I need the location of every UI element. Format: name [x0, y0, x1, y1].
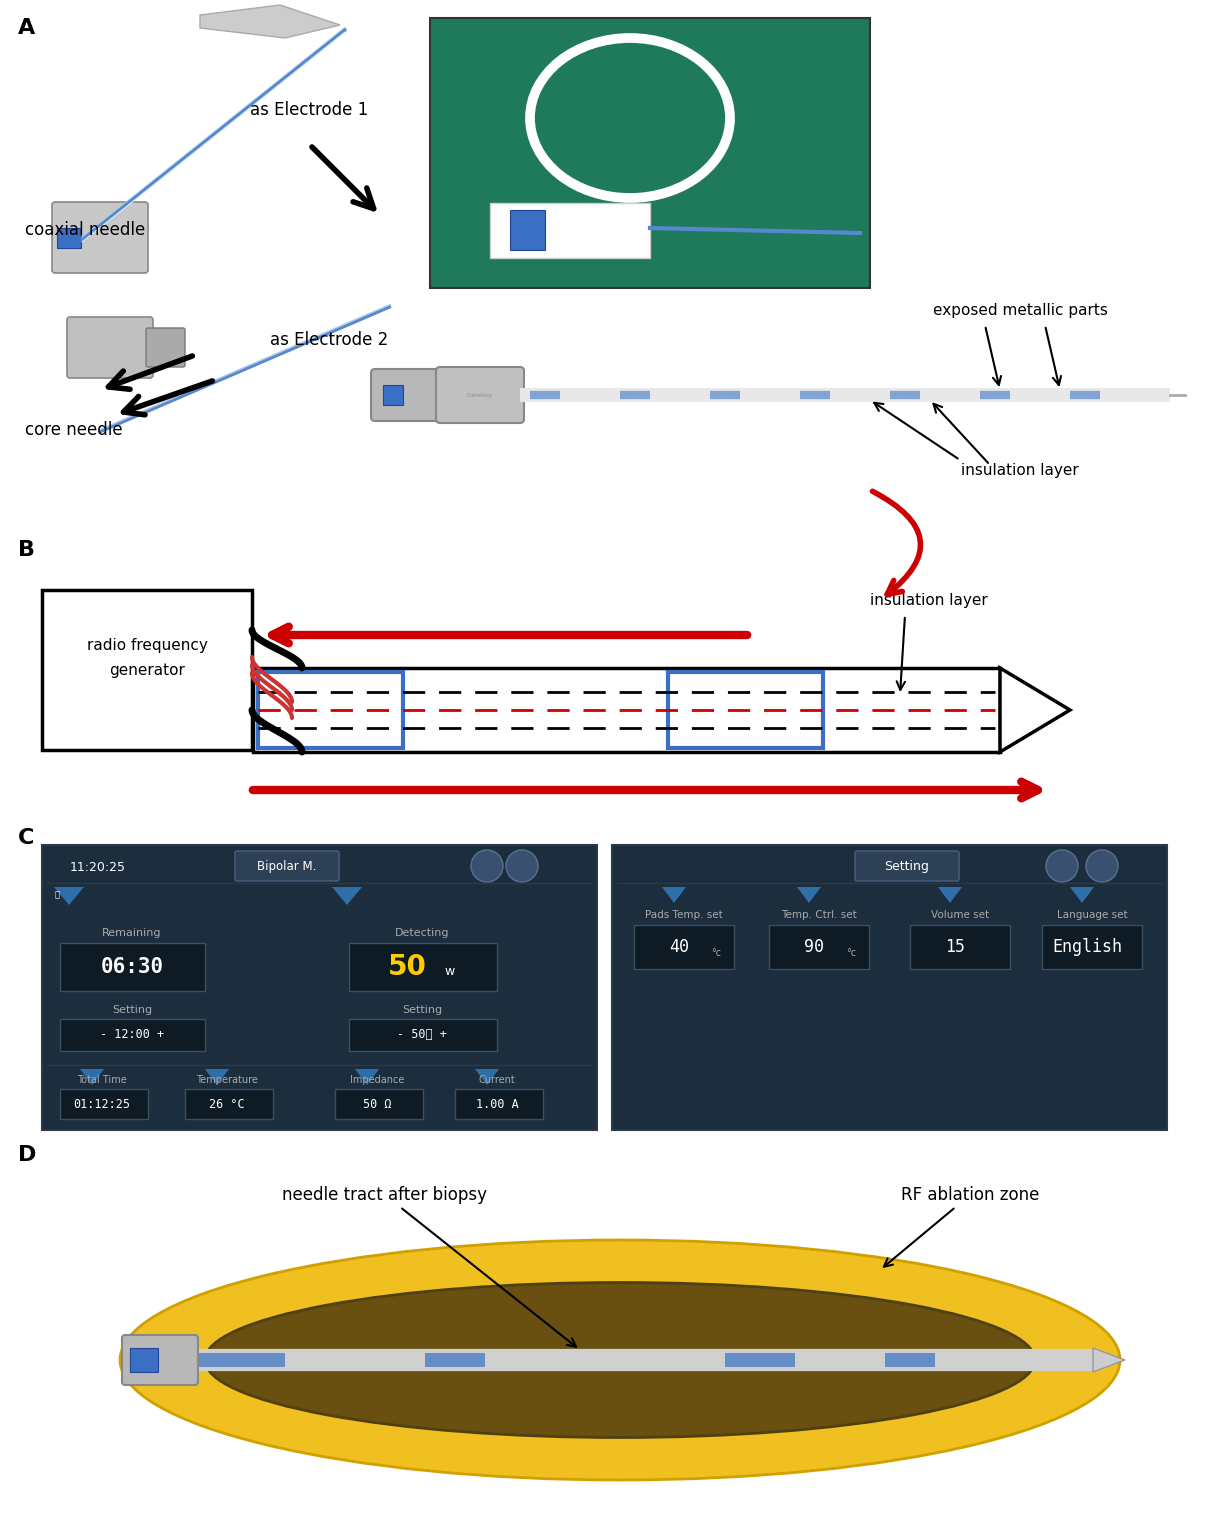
FancyBboxPatch shape	[52, 202, 148, 273]
Text: Setting: Setting	[402, 1004, 442, 1015]
FancyBboxPatch shape	[235, 851, 339, 881]
Text: 11:20:25: 11:20:25	[70, 860, 126, 874]
Polygon shape	[938, 887, 962, 903]
Bar	[1042, 925, 1142, 969]
Polygon shape	[476, 1069, 498, 1085]
Circle shape	[1046, 850, 1078, 881]
Bar	[60, 1089, 148, 1120]
Text: Language set: Language set	[1056, 910, 1127, 919]
Bar	[667, 672, 823, 748]
Text: Total Time: Total Time	[77, 1076, 127, 1085]
Bar	[60, 1019, 205, 1051]
Text: °c: °c	[711, 948, 721, 959]
FancyBboxPatch shape	[122, 1335, 198, 1385]
Text: 40: 40	[669, 938, 689, 956]
Circle shape	[471, 850, 503, 881]
Ellipse shape	[205, 1282, 1034, 1438]
Polygon shape	[355, 1069, 379, 1085]
Text: Setting: Setting	[885, 860, 929, 872]
Polygon shape	[80, 1069, 104, 1085]
Circle shape	[1086, 850, 1118, 881]
Polygon shape	[1094, 1349, 1125, 1371]
Text: w: w	[445, 965, 455, 977]
Bar	[349, 944, 497, 991]
Text: insulation layer: insulation layer	[961, 463, 1079, 478]
Bar	[42, 845, 597, 1130]
Circle shape	[506, 850, 538, 881]
Bar	[383, 385, 403, 405]
Bar	[430, 18, 870, 288]
Text: D: D	[18, 1145, 36, 1165]
Text: as Electrode 2: as Electrode 2	[270, 331, 389, 349]
Text: 50 Ω: 50 Ω	[363, 1097, 391, 1110]
Bar	[185, 1089, 273, 1120]
Text: Remaining: Remaining	[103, 928, 162, 938]
Polygon shape	[797, 887, 821, 903]
Text: 90: 90	[804, 938, 824, 956]
Polygon shape	[54, 887, 84, 906]
Text: Detecting: Detecting	[395, 928, 449, 938]
Text: Volume set: Volume set	[931, 910, 989, 919]
Text: - 50ᴡ +: - 50ᴡ +	[397, 1029, 447, 1042]
Text: Current: Current	[479, 1076, 515, 1085]
Text: 06:30: 06:30	[100, 957, 164, 977]
Text: exposed metallic parts: exposed metallic parts	[933, 302, 1108, 317]
Bar	[57, 228, 81, 247]
Text: generator: generator	[109, 663, 185, 678]
Text: Culminuy: Culminuy	[467, 393, 492, 397]
Text: Impedance: Impedance	[350, 1076, 404, 1085]
FancyBboxPatch shape	[436, 367, 524, 423]
Text: core needle: core needle	[25, 422, 123, 438]
Polygon shape	[205, 1069, 229, 1085]
Bar	[42, 590, 252, 749]
Bar	[60, 944, 205, 991]
Polygon shape	[1001, 667, 1069, 752]
Ellipse shape	[119, 1239, 1120, 1481]
Bar	[910, 925, 1010, 969]
Bar	[612, 845, 1167, 1130]
Text: °c: °c	[846, 948, 856, 959]
Text: - 12:00 +: - 12:00 +	[100, 1029, 164, 1042]
Bar	[253, 667, 1001, 752]
Text: insulation layer: insulation layer	[870, 593, 987, 607]
FancyArrowPatch shape	[873, 492, 921, 595]
FancyBboxPatch shape	[68, 317, 153, 378]
Bar	[130, 1349, 158, 1371]
Text: 26 °C: 26 °C	[209, 1097, 245, 1110]
Text: A: A	[18, 18, 35, 38]
Text: Bipolar M.: Bipolar M.	[257, 860, 316, 872]
Polygon shape	[200, 5, 340, 38]
Text: 01:12:25: 01:12:25	[74, 1097, 130, 1110]
Bar	[349, 1019, 497, 1051]
Text: 1.00 A: 1.00 A	[476, 1097, 518, 1110]
Text: RF ablation zone: RF ablation zone	[884, 1186, 1039, 1267]
Text: coaxial needle: coaxial needle	[25, 221, 145, 240]
FancyBboxPatch shape	[146, 328, 185, 367]
FancyBboxPatch shape	[855, 851, 960, 881]
Bar	[455, 1089, 543, 1120]
Bar	[634, 925, 734, 969]
Text: ⧖: ⧖	[54, 890, 59, 900]
Text: B: B	[18, 540, 35, 560]
Text: Temp. Ctrl. set: Temp. Ctrl. set	[781, 910, 857, 919]
Bar	[336, 1089, 422, 1120]
Bar	[769, 925, 869, 969]
FancyBboxPatch shape	[371, 369, 439, 422]
Text: 50: 50	[387, 953, 426, 981]
Bar	[511, 209, 546, 250]
Text: 15: 15	[945, 938, 966, 956]
Text: needle tract after biopsy: needle tract after biopsy	[282, 1186, 576, 1347]
Text: as Electrode 1: as Electrode 1	[250, 102, 368, 118]
Text: Temperature: Temperature	[196, 1076, 258, 1085]
Bar	[258, 672, 403, 748]
Text: Pads Temp. set: Pads Temp. set	[645, 910, 723, 919]
Text: English: English	[1053, 938, 1123, 956]
Text: C: C	[18, 828, 34, 848]
Polygon shape	[1069, 887, 1094, 903]
Text: radio frequency: radio frequency	[87, 637, 208, 652]
Text: Setting: Setting	[112, 1004, 152, 1015]
Polygon shape	[661, 887, 686, 903]
Polygon shape	[332, 887, 362, 906]
Bar	[490, 203, 651, 258]
